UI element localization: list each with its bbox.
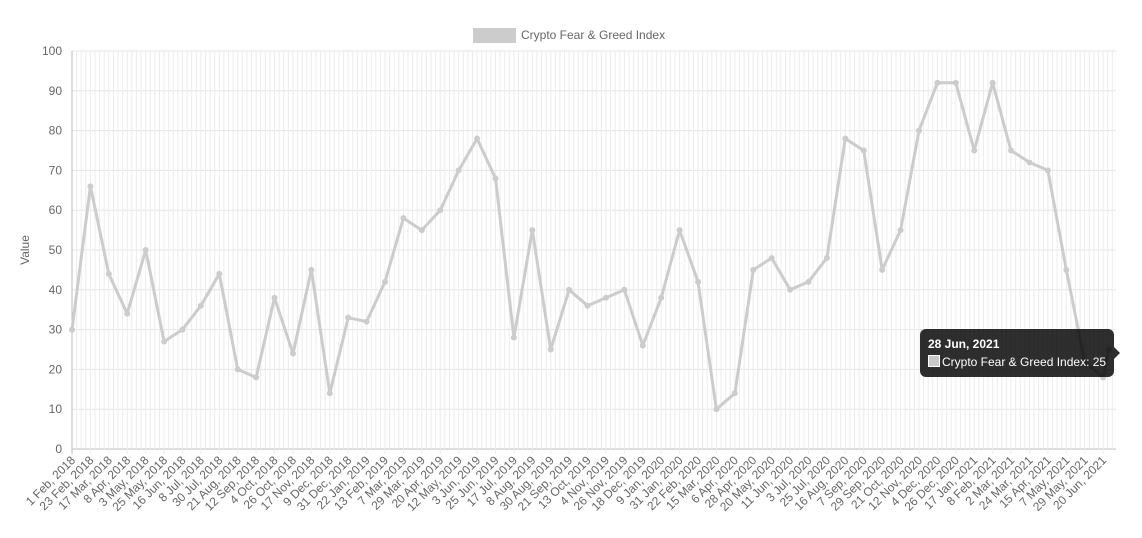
data-point[interactable] (787, 286, 794, 293)
data-point[interactable] (879, 266, 886, 273)
data-point[interactable] (474, 135, 481, 142)
tooltip-value: Crypto Fear & Greed Index: 25 (942, 355, 1107, 369)
data-point[interactable] (602, 294, 609, 301)
data-point[interactable] (529, 227, 536, 234)
data-point[interactable] (860, 147, 867, 154)
data-point[interactable] (750, 266, 757, 273)
y-tick-label: 100 (42, 44, 62, 58)
y-tick-label: 10 (49, 402, 63, 416)
data-point[interactable] (234, 366, 241, 373)
data-point[interactable] (952, 79, 959, 86)
data-point[interactable] (326, 390, 333, 397)
data-point[interactable] (161, 338, 168, 345)
x-gridlines (71, 51, 1113, 454)
y-tick-label: 40 (49, 283, 63, 297)
y-tick-label: 80 (49, 124, 63, 138)
legend-swatch (473, 28, 516, 43)
tooltip-swatch (928, 355, 940, 367)
tooltip-title: 28 Jun, 2021 (928, 337, 1000, 351)
series-points (69, 79, 1112, 413)
data-point[interactable] (934, 79, 941, 86)
y-tick-label: 50 (49, 243, 63, 257)
y-tick-label: 0 (55, 442, 62, 456)
data-point[interactable] (124, 310, 131, 317)
data-point[interactable] (345, 314, 352, 321)
data-point[interactable] (437, 207, 444, 214)
data-point[interactable] (915, 127, 922, 134)
data-point[interactable] (1026, 159, 1033, 166)
data-point[interactable] (492, 175, 499, 182)
data-point[interactable] (823, 254, 830, 261)
data-point[interactable] (805, 278, 812, 285)
data-point[interactable] (842, 135, 849, 142)
data-point[interactable] (584, 302, 591, 309)
data-point[interactable] (363, 318, 370, 325)
y-tick-label: 30 (49, 323, 63, 337)
series-line (70, 81, 1111, 411)
data-point[interactable] (418, 227, 425, 234)
tooltip-caret (1114, 347, 1121, 359)
data-point[interactable] (989, 79, 996, 86)
y-tick-label: 70 (49, 163, 63, 177)
data-point[interactable] (658, 294, 665, 301)
data-point[interactable] (621, 286, 628, 293)
data-point[interactable] (289, 350, 296, 357)
data-point[interactable] (69, 326, 75, 333)
data-point[interactable] (1063, 266, 1070, 273)
data-point[interactable] (400, 215, 407, 222)
y-tick-label: 60 (49, 203, 63, 217)
y-axis-ticks: 0 10 20 30 40 50 60 70 80 90 100 (42, 44, 62, 456)
data-point[interactable] (271, 294, 278, 301)
data-point[interactable] (216, 270, 223, 277)
y-axis-title: Value (18, 235, 32, 265)
data-point[interactable] (455, 167, 462, 174)
legend[interactable]: Crypto Fear & Greed Index (473, 28, 665, 43)
y-tick-label: 20 (49, 362, 63, 376)
data-point[interactable] (253, 374, 260, 381)
data-point[interactable] (197, 302, 204, 309)
y-tick-label: 90 (49, 84, 63, 98)
data-point[interactable] (382, 278, 389, 285)
data-point[interactable] (971, 147, 978, 154)
data-point[interactable] (179, 326, 186, 333)
data-point[interactable] (308, 266, 315, 273)
data-point[interactable] (676, 227, 683, 234)
data-point[interactable] (547, 346, 554, 353)
data-point[interactable] (731, 390, 738, 397)
data-point[interactable] (713, 406, 720, 413)
data-point[interactable] (87, 183, 94, 190)
data-point[interactable] (639, 342, 646, 349)
tooltip: 28 Jun, 2021 Crypto Fear & Greed Index: … (920, 329, 1121, 377)
data-point[interactable] (566, 286, 573, 293)
data-point[interactable] (695, 278, 702, 285)
data-point[interactable] (1044, 167, 1051, 174)
data-point[interactable] (768, 254, 775, 261)
legend-label: Crypto Fear & Greed Index (521, 28, 665, 42)
data-point[interactable] (105, 270, 112, 277)
data-point[interactable] (510, 334, 517, 341)
data-point[interactable] (1008, 147, 1015, 154)
data-point[interactable] (897, 227, 904, 234)
data-point[interactable] (142, 247, 149, 253)
